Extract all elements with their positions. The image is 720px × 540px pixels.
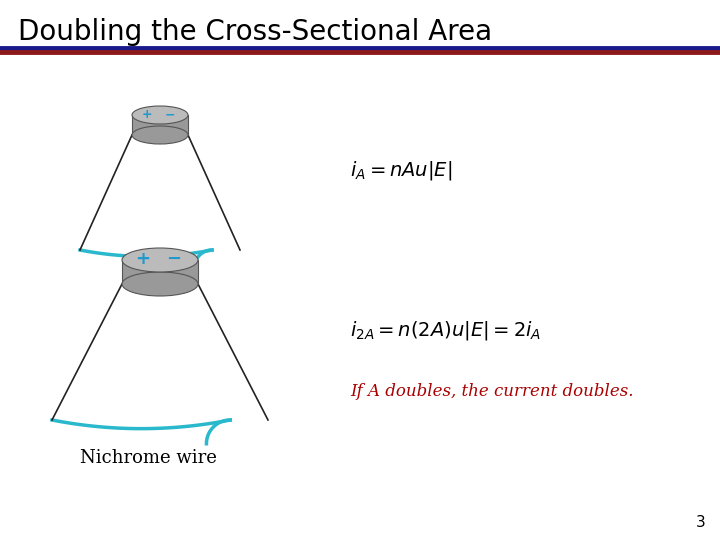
- Text: Nichrome wire: Nichrome wire: [80, 449, 217, 467]
- Text: $i_A = nAu|E|$: $i_A = nAu|E|$: [350, 159, 452, 181]
- Text: Doubling the Cross-Sectional Area: Doubling the Cross-Sectional Area: [18, 18, 492, 46]
- Text: −: −: [165, 108, 175, 121]
- Ellipse shape: [122, 248, 198, 272]
- Text: −: −: [166, 251, 181, 268]
- Ellipse shape: [132, 106, 188, 124]
- Polygon shape: [132, 115, 188, 135]
- Text: $i_{2A} = n(2A)u|E| = 2i_A$: $i_{2A} = n(2A)u|E| = 2i_A$: [350, 319, 541, 341]
- Text: If A doubles, the current doubles.: If A doubles, the current doubles.: [350, 383, 634, 401]
- Text: +: +: [135, 251, 150, 268]
- Text: +: +: [142, 108, 153, 121]
- Polygon shape: [122, 260, 198, 284]
- Ellipse shape: [122, 272, 198, 296]
- Text: 3: 3: [696, 515, 706, 530]
- Ellipse shape: [132, 126, 188, 144]
